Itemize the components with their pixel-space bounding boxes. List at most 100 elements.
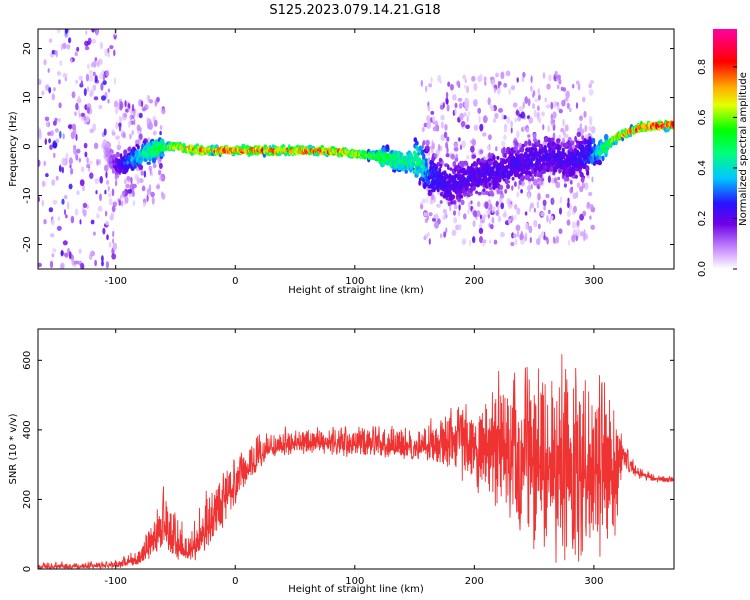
heat-cell [522,71,526,78]
heat-cell [53,87,56,92]
heat-cell [99,176,103,184]
x-tick-label: 200 [465,576,484,587]
heat-cell [579,140,584,145]
heat-cell [123,113,128,118]
heat-cell [510,85,516,91]
y-tick-label: -20 [22,236,33,252]
heat-cell [104,210,108,217]
heat-cell [70,215,75,224]
heat-cell [110,212,115,220]
heat-cell [512,233,517,238]
heat-cell [538,181,541,188]
heat-cell [78,113,82,118]
heat-cell [579,185,584,193]
heat-cell [440,121,445,129]
heat-cell [560,141,563,148]
heat-cell [87,167,91,173]
heat-cell [48,87,52,94]
heat-cell [536,177,541,183]
heat-cell [38,78,42,85]
heat-cell [569,179,573,185]
heat-cell [500,71,505,80]
heat-cell [529,157,533,164]
heat-cell [590,224,595,230]
heat-cell [42,180,45,187]
heat-cell [490,106,495,112]
x-tick-label: 0 [232,576,238,587]
heat-cell [525,232,528,237]
heat-cell [160,175,165,180]
heat-cell [129,133,132,140]
heat-cell [439,163,443,169]
heat-cell [536,201,540,209]
heat-cell [444,124,448,131]
heat-cell [438,157,443,163]
heat-cell [537,192,541,201]
heat-cell [574,135,577,142]
x-tick-label: 300 [584,276,603,287]
heat-cell [483,76,487,82]
heat-cell [130,176,133,184]
heat-cell [569,167,574,172]
heat-cell [68,37,72,44]
heat-cell [536,238,541,246]
heat-cell [427,175,432,181]
heat-cell [450,194,456,200]
heat-cell [95,190,98,195]
heat-cell [489,160,493,166]
heat-cell [460,199,465,206]
heat-cell [86,163,90,169]
heat-cell [556,101,560,107]
heat-cell [533,138,538,143]
heat-cell [494,112,499,119]
heat-cell [138,112,143,119]
heat-cell [431,148,434,155]
colorbar-scale [713,29,737,269]
heat-cell [542,170,546,174]
heat-cell [499,184,504,191]
heat-cell [465,181,471,186]
heat-cell [70,168,74,175]
heat-cell [515,224,521,232]
heat-cell [435,212,438,220]
heat-cell [571,140,575,145]
heat-cell [440,191,444,197]
heat-cell [64,29,69,34]
heat-cell [58,79,61,85]
heat-cell [94,75,98,83]
heat-cell [447,164,450,171]
heat-cell [127,146,132,152]
heat-cell [505,70,511,77]
heat-cell [508,218,512,225]
heat-cell [495,180,499,184]
heat-cell [512,102,518,108]
heat-cell [564,124,569,132]
heat-cell [532,132,537,140]
heat-cell [95,29,99,36]
heat-cell [426,121,432,129]
heat-cell [583,233,586,242]
heat-cell [514,238,518,246]
heat-cell [494,87,497,93]
heat-cell [62,133,65,140]
heat-cell [102,73,106,82]
heat-cell [90,219,95,225]
heat-cell [502,212,507,218]
heat-cell [548,74,552,82]
heat-cell [556,138,561,143]
heat-cell [418,180,422,186]
heat-cell [524,96,528,104]
heat-cell [80,262,85,269]
heat-cell [432,115,436,123]
heat-cell [532,178,538,186]
heat-cell [135,139,140,145]
heat-cell [528,117,534,124]
heat-cell [111,131,116,136]
heat-cell [152,130,157,136]
heat-cell [92,71,96,77]
heat-cell [114,180,118,187]
heat-cell [470,145,475,153]
heat-cell [132,112,136,118]
heat-cell [92,231,96,236]
heat-cell [114,107,119,114]
